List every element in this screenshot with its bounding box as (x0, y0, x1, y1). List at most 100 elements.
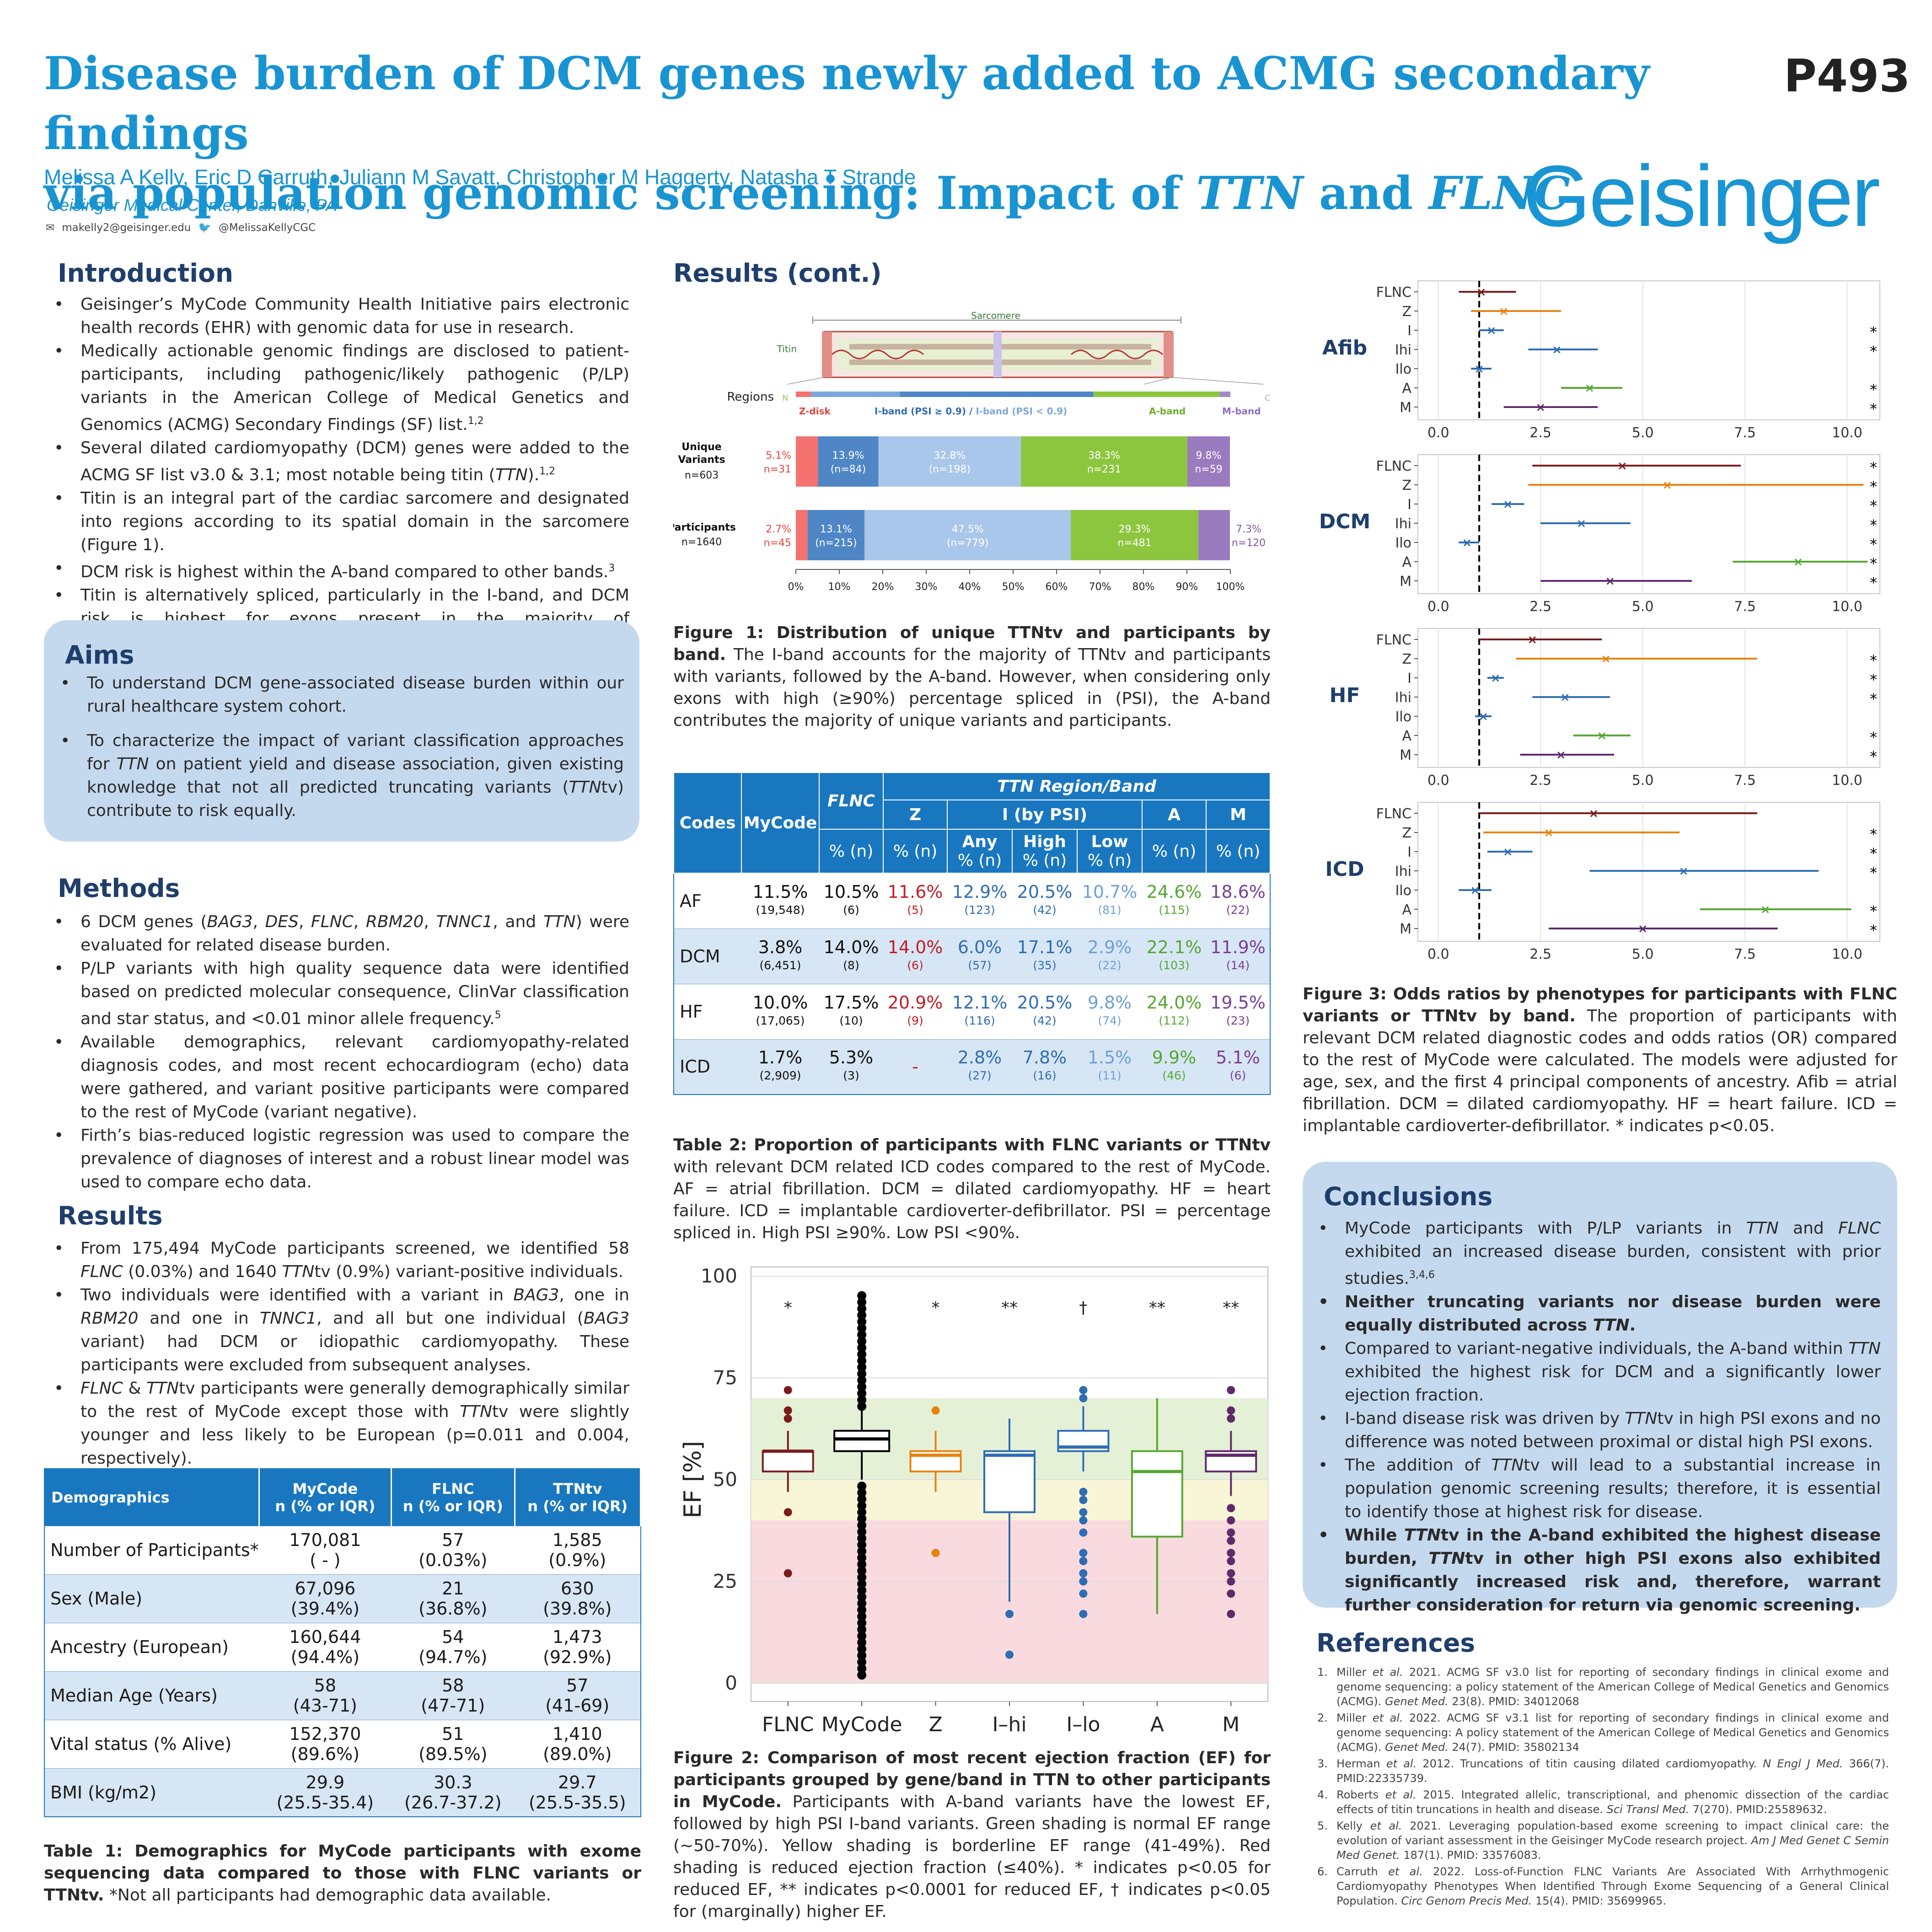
table-cell: 11.9% (14) (1206, 928, 1270, 984)
x-tick-label: 0.0 (1428, 425, 1449, 441)
cell-subvalue: (94.4%) (290, 1647, 360, 1667)
outlier-point (857, 1363, 867, 1372)
cell-value: 5.1% (1216, 1047, 1260, 1068)
outlier-point (857, 1546, 867, 1556)
cell-value: 1.5% (1087, 1047, 1132, 1068)
odds-ratio-point: × (1462, 536, 1472, 550)
table-cell: 12.9% (123) (947, 873, 1012, 928)
th-mycode: MyCode n (% or IQR) (259, 1469, 392, 1526)
cell-subvalue: (123) (964, 903, 995, 917)
cell-subvalue: (25.5-35.4) (276, 1792, 374, 1813)
row-label: Median Age (Years) (50, 1685, 218, 1706)
outlier-point (857, 1323, 867, 1333)
bar-segment (1021, 436, 1187, 487)
table-cell: 57 (41-69) (515, 1671, 641, 1720)
bar-count-label: n=120 (1232, 537, 1266, 549)
significance-marker: * (932, 1299, 940, 1317)
outlier-point (1227, 1386, 1235, 1395)
axis-tick-label: 40% (959, 581, 981, 593)
a-band-label: A-band (1149, 406, 1186, 417)
odds-ratio-point: × (1552, 343, 1562, 357)
row-code: DCM (674, 928, 741, 984)
outlier-point (1227, 1406, 1235, 1415)
table-cell: 18.6% (22) (1206, 873, 1270, 928)
th-a-pct: % (n) (1142, 829, 1207, 874)
th-i: I (by PSI) (947, 800, 1143, 830)
email-address[interactable]: makelly2@geisinger.edu (62, 221, 191, 234)
significance-marker: ** (1001, 1299, 1018, 1317)
table-cell: 20.9% (9) (883, 983, 947, 1039)
twitter-handle[interactable]: @MelissaKellyCGC (218, 221, 316, 234)
y-tick-label: A (1402, 728, 1411, 744)
outlier-point (857, 1566, 867, 1576)
axis-tick-label: 20% (872, 581, 894, 593)
table-cell: 630 (39.8%) (515, 1574, 641, 1623)
table-cell: 10.0% (17,065) (741, 983, 819, 1039)
th-flnc: FLNC n (% or IQR) (391, 1469, 515, 1526)
table-row: ICD 1.7% (2,909) 5.3% (3) -2.8% (27) 7.8% (16) 1.… (674, 1039, 1270, 1095)
x-tick-label: 7.5 (1734, 425, 1756, 441)
odds-ratio-point: × (1560, 691, 1570, 704)
bar-percent-label: 32.8% (934, 450, 966, 462)
cell-value: 51 (442, 1724, 464, 1744)
outlier-point (1079, 1386, 1088, 1395)
cell-value: 3.8% (758, 937, 803, 957)
y-tick-label: M (1400, 921, 1411, 937)
cell-subvalue: (42) (1033, 1014, 1057, 1027)
outlier-point (857, 1644, 867, 1654)
row2-n: n=1640 (682, 537, 722, 548)
cell-value: 58 (314, 1675, 337, 1696)
outlier-point (857, 1618, 867, 1628)
table-row: HF 10.0% (17,065) 17.5% (10) 20.9% (9) 12.1% (11… (674, 983, 1270, 1039)
geisinger-logo: Geisinger (1523, 148, 1880, 245)
region-segment (811, 392, 900, 397)
figure1-bars: 5.1% n=31 13.9% (n=84) 32.8% (n=198) 38.3% n=23… (764, 436, 1266, 560)
results-heading: Results (58, 1201, 163, 1230)
significance-marker: * (1870, 323, 1877, 341)
table-cell: 58 (43-71) (259, 1671, 392, 1720)
cell-value: 10.7% (1082, 881, 1138, 902)
title-line-1: Disease burden of DCM genes newly added … (44, 47, 1650, 160)
th-high: High% (n) (1012, 829, 1078, 874)
sarcomere-illustration (787, 317, 1264, 385)
significance-marker: * (1870, 922, 1877, 939)
outlier-point (857, 1592, 867, 1602)
table-cell: 11.6% (5) (883, 873, 947, 928)
cell-subvalue: (43-71) (293, 1696, 357, 1716)
x-tick-label: 10.0 (1832, 599, 1862, 615)
y-tick-label: 75 (713, 1367, 737, 1389)
y-tick-label: FLNC (1376, 284, 1411, 301)
table-cell: 1,473 (92.9%) (515, 1622, 641, 1671)
cell-subvalue: (6,451) (759, 958, 801, 972)
forest-panel (1417, 280, 1880, 420)
cell-subvalue: (42) (1033, 903, 1057, 917)
cell-value: 12.1% (952, 992, 1008, 1013)
outlier-point (857, 1291, 867, 1300)
iband-high-label: I-band (PSI ≥ 0.9) (875, 406, 966, 417)
y-axis-label: EF [%] (679, 1441, 707, 1518)
methods-heading: Methods (58, 874, 180, 903)
table-cell: 19.5% (23) (1206, 983, 1270, 1039)
cell-subvalue: (41-69) (545, 1696, 610, 1716)
cell-value: 11.6% (887, 881, 943, 902)
outlier-point (931, 1549, 940, 1557)
significance-marker: * (1870, 864, 1877, 881)
th-demographics: Demographics (44, 1469, 260, 1526)
cell-value: 21 (442, 1578, 464, 1599)
table-cell: 51 (89.5%) (391, 1719, 515, 1768)
bar-percent-label: 9.8% (1196, 450, 1222, 462)
figure2-chart: 0 25 50 75 100 EF [%] FLNC * MyCode Z * I–hi ** I–lo †… (679, 1265, 1268, 1736)
y-tick-label: 50 (713, 1468, 737, 1491)
box (762, 1450, 814, 1473)
reference-number: 5. (1317, 1819, 1328, 1832)
th-ttntv-text: TTNtv n (% or IQR) (527, 1480, 628, 1515)
table-cell: 20.5% (42) (1012, 983, 1077, 1039)
th-flnc-text: FLNC n (% or IQR) (402, 1480, 503, 1515)
outlier-point (857, 1579, 867, 1589)
iband-low-label: I-band (PSI < 0.9) (976, 406, 1067, 417)
outlier-point (857, 1514, 867, 1524)
outlier-point (1079, 1589, 1088, 1598)
cell-subvalue: (47-71) (421, 1696, 485, 1716)
table-cell: 24.0% (112) (1142, 983, 1206, 1039)
iband-sep: / (966, 406, 976, 417)
